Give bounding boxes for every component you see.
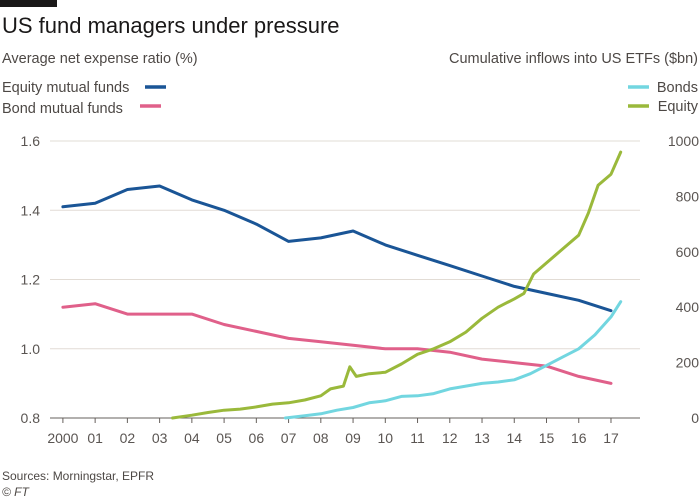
legend-right: Bonds Equity [628,80,699,115]
x-tick-label: 11 [410,430,425,446]
left-axis-ticks: 0.8 1.0 1.2 1.4 1.6 [21,133,41,426]
chart-title: US fund managers under pressure [2,13,340,38]
series-line-bond-mutual-funds [61,302,613,385]
right-axis-ticks: 0 200 400 600 800 1000 [668,133,699,426]
source-note: Sources: Morningstar, EPFR [2,469,154,483]
x-tick-label: 07 [281,430,297,446]
left-tick-label: 0.8 [21,410,41,426]
left-tick-label: 1.6 [21,133,41,149]
right-tick-label: 400 [676,299,700,315]
series-line-equity-mutual-funds [61,184,613,313]
x-tick-label: 02 [120,430,136,446]
header-bar [0,0,57,7]
x-tick-label: 05 [216,430,232,446]
legend-label-bonds: Bonds [657,80,698,96]
right-tick-label: 200 [676,355,700,371]
series-lines [61,150,623,420]
x-tick-label: 01 [87,430,103,446]
legend-left: Equity mutual funds Bond mutual funds [2,80,166,117]
series-line-equity [171,150,623,420]
series-line-bonds [283,300,623,420]
right-tick-label: 600 [676,244,700,260]
right-tick-label: 0 [691,410,699,426]
x-tick-label: 12 [442,430,458,446]
gridlines [50,140,640,419]
x-tick-label: 14 [506,430,522,446]
x-axis-ticks: 2000 01 02 03 04 05 06 07 08 09 10 11 12 13 14 15 16 17 [47,418,619,446]
x-tick-label: 08 [313,430,329,446]
x-tick-label: 17 [603,430,619,446]
x-tick-label: 06 [249,430,265,446]
x-tick-label: 10 [378,430,394,446]
right-tick-label: 800 [676,188,700,204]
legend-label-bond-mutual-funds: Bond mutual funds [2,101,123,117]
x-tick-label: 04 [184,430,200,446]
x-tick-label: 09 [345,430,361,446]
x-tick-label: 13 [474,430,490,446]
right-axis-title: Cumulative inflows into US ETFs ($bn) [449,51,698,67]
x-tick-label: 16 [571,430,587,446]
left-axis-title: Average net expense ratio (%) [2,51,198,67]
x-tick-label: 15 [539,430,555,446]
left-tick-label: 1.4 [21,202,41,218]
x-tick-label: 2000 [47,430,78,446]
legend-label-equity-mutual-funds: Equity mutual funds [2,80,129,96]
legend-label-equity: Equity [658,99,699,115]
left-tick-label: 1.0 [21,341,41,357]
right-tick-label: 1000 [668,133,699,149]
ft-credit: © FT [2,485,31,499]
left-tick-label: 1.2 [21,272,41,288]
x-tick-label: 03 [152,430,168,446]
